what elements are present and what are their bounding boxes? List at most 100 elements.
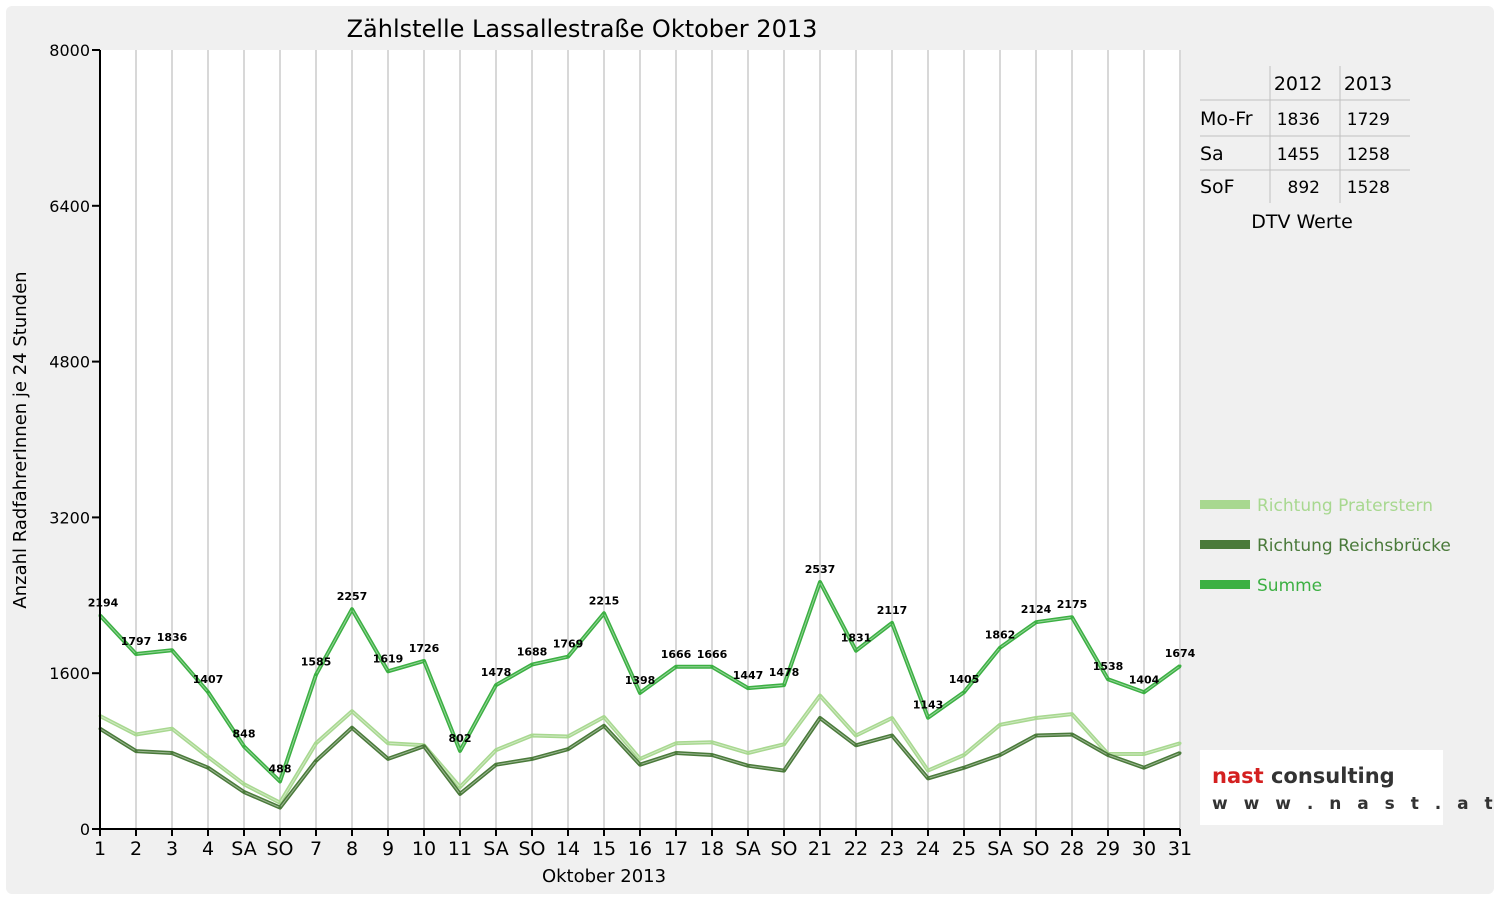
y-ticks: 0 1600 3200 4800 6400 8000 (49, 41, 100, 839)
data-point (854, 734, 858, 738)
data-point (314, 759, 318, 763)
data-label: 1404 (1129, 673, 1160, 686)
grid (135, 50, 1181, 829)
data-point (710, 740, 714, 744)
data-label: 1797 (121, 635, 152, 648)
data-point (782, 742, 786, 746)
data-point (1142, 752, 1146, 756)
data-point (422, 744, 426, 748)
data-point (962, 753, 966, 757)
x-tick-label: 22 (844, 838, 868, 860)
y-tick-label: 4800 (49, 353, 90, 372)
table-header-2012: 2012 (1274, 73, 1322, 95)
data-point (494, 748, 498, 752)
data-point (134, 652, 138, 656)
data-point (278, 779, 282, 783)
data-point (1070, 733, 1074, 737)
x-tick-label: 25 (952, 838, 976, 860)
data-label: 488 (269, 762, 292, 775)
data-point (782, 683, 786, 687)
legend-swatch (1200, 540, 1250, 549)
data-point (494, 763, 498, 767)
x-tick-label: 30 (1132, 838, 1156, 860)
data-point (1142, 690, 1146, 694)
data-label: 1726 (409, 642, 440, 655)
data-point (602, 611, 606, 615)
data-point (602, 715, 606, 719)
data-label: 1478 (769, 666, 800, 679)
data-label: 2175 (1057, 598, 1088, 611)
data-point (242, 782, 246, 786)
x-tick-label: 18 (700, 838, 724, 860)
data-point (242, 744, 246, 748)
x-tick-label: 7 (310, 838, 322, 860)
data-point (1178, 751, 1182, 755)
data-point (926, 716, 930, 720)
data-label: 1143 (913, 699, 944, 712)
data-point (1034, 716, 1038, 720)
table-cell: 1258 (1347, 145, 1390, 165)
data-point (350, 726, 354, 730)
data-point (1070, 712, 1074, 716)
y-tick-label: 1600 (49, 664, 90, 683)
data-point (962, 690, 966, 694)
logo: nast consulting w w w . n a s t . a t (1200, 750, 1493, 825)
dtv-table: 2012 2013 Mo-Fr 1836 1729 Sa 1455 1258 S… (1200, 66, 1410, 233)
data-point (242, 790, 246, 794)
data-point (638, 757, 642, 761)
data-point (890, 621, 894, 625)
data-point (998, 646, 1002, 650)
data-label: 1674 (1165, 647, 1196, 660)
data-point (314, 673, 318, 677)
data-point (1142, 766, 1146, 770)
series-layer (98, 580, 1182, 810)
data-point (890, 716, 894, 720)
legend-swatch (1200, 580, 1250, 589)
data-point (818, 580, 822, 584)
legend: Richtung Praterstern Richtung Reichsbrück… (1200, 496, 1451, 596)
data-point (710, 753, 714, 757)
y-axis-label: Anzahl RadfahrerInnen je 24 Stunden (10, 271, 31, 608)
data-point (710, 665, 714, 669)
table-cell: 1455 (1277, 145, 1320, 165)
data-point (350, 607, 354, 611)
data-point (566, 734, 570, 738)
data-point (926, 769, 930, 773)
data-label: 1862 (985, 629, 1016, 642)
x-axis-label: Oktober 2013 (542, 866, 666, 887)
data-point (134, 749, 138, 753)
x-tick-label: 2 (130, 838, 142, 860)
data-point (746, 686, 750, 690)
data-point (638, 763, 642, 767)
table-header-2013: 2013 (1344, 73, 1392, 95)
logo-name-part2: consulting (1271, 764, 1395, 788)
x-tick-label: 9 (382, 838, 394, 860)
data-point (530, 663, 534, 667)
data-point (566, 655, 570, 659)
data-point (602, 724, 606, 728)
logo-background (1200, 750, 1443, 825)
data-point (386, 741, 390, 745)
x-tick-label: 15 (592, 838, 616, 860)
table-caption: DTV Werte (1251, 211, 1353, 233)
data-point (998, 753, 1002, 757)
data-label: 1769 (553, 638, 584, 651)
data-point (854, 649, 858, 653)
data-point (890, 734, 894, 738)
x-tick-label: 3 (166, 838, 178, 860)
data-point (314, 741, 318, 745)
data-label: 1538 (1093, 660, 1124, 673)
data-point (134, 733, 138, 737)
data-point (386, 669, 390, 673)
data-point (530, 734, 534, 738)
data-point (926, 776, 930, 780)
data-point (458, 792, 462, 796)
data-label: 1447 (733, 669, 764, 682)
x-tick-label: 16 (628, 838, 652, 860)
data-point (746, 764, 750, 768)
x-tick-label: 31 (1168, 838, 1192, 860)
x-tick-label: 23 (880, 838, 904, 860)
data-point (206, 690, 210, 694)
x-tick-label: 14 (556, 838, 580, 860)
legend-swatch (1200, 500, 1250, 509)
